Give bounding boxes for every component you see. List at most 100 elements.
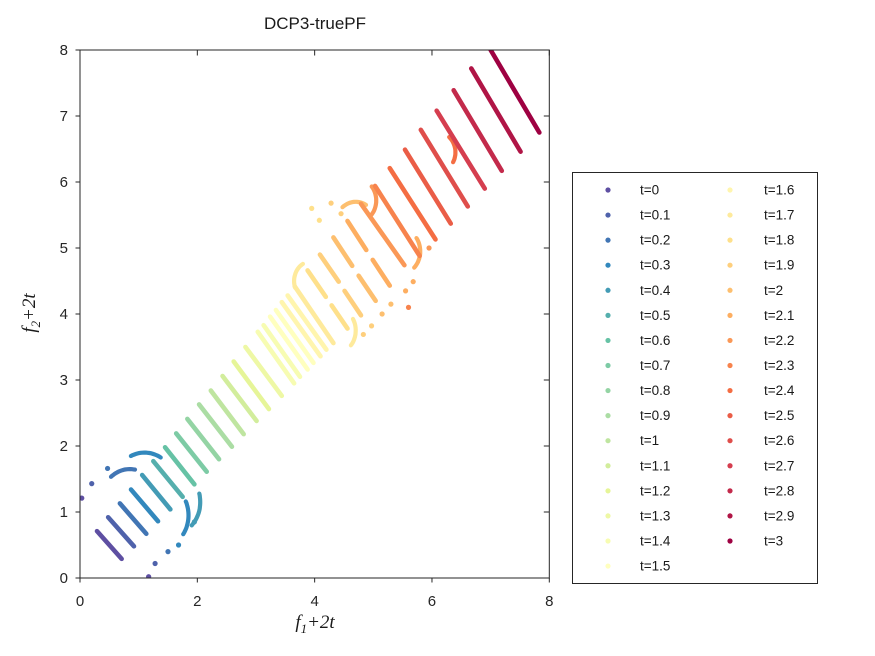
legend-marker-icon	[605, 312, 611, 318]
pf-point	[89, 481, 95, 487]
legend-marker-icon	[605, 563, 611, 569]
legend-label: t=1.7	[764, 208, 794, 223]
legend-marker-icon	[727, 237, 733, 243]
pf-segment	[243, 344, 285, 399]
legend-marker-icon	[727, 463, 733, 469]
pf-arc	[447, 135, 458, 165]
scatter-series	[173, 431, 210, 475]
scatter-series	[255, 322, 303, 386]
pf-segment	[285, 293, 329, 352]
legend-marker-icon	[605, 287, 611, 293]
pf-arc	[369, 184, 379, 217]
legend-entry: t=1.9	[727, 258, 794, 273]
scatter-series	[331, 199, 394, 317]
legend-entry: t=2.9	[727, 508, 794, 523]
legend-label: t=1.6	[764, 183, 794, 198]
legend-entry: t=2.1	[727, 308, 794, 323]
legend-marker-icon	[727, 212, 733, 218]
legend-entry: t=1.2	[605, 483, 670, 498]
pf-segment	[418, 127, 471, 209]
scatter-series	[80, 495, 152, 578]
legend-entry: t=2.5	[727, 408, 794, 423]
legend-marker-icon	[727, 312, 733, 318]
pf-segment	[317, 252, 342, 284]
legend-label: t=1.2	[640, 483, 670, 498]
data-layer	[80, 50, 542, 578]
pf-segment	[342, 288, 364, 318]
scatter-series	[387, 135, 458, 242]
pf-point	[368, 323, 375, 329]
x-tick-label: 6	[428, 593, 436, 610]
legend-entry: t=1.6	[727, 183, 794, 198]
scatter-series	[488, 50, 542, 135]
pf-segment	[451, 87, 505, 174]
pf-segment	[345, 218, 369, 253]
legend-entry: t=2.2	[727, 333, 794, 348]
legend-label: t=1.5	[640, 559, 670, 574]
legend-entry: t=1.8	[727, 233, 794, 248]
pf-segment	[185, 416, 222, 462]
pf-arc	[128, 450, 163, 460]
pf-segment	[356, 273, 378, 304]
legend-label: t=2.5	[764, 408, 794, 423]
x-tick-label: 2	[193, 593, 201, 610]
legend-label: t=2	[764, 283, 783, 298]
x-tick-label: 0	[76, 593, 84, 610]
pf-segment	[329, 303, 350, 331]
legend-marker-icon	[727, 438, 733, 444]
legend-label: t=0.9	[640, 408, 670, 423]
y-tick-label: 0	[60, 570, 68, 587]
legend-marker-icon	[605, 538, 611, 544]
scatter-series	[89, 481, 158, 567]
scatter-series	[434, 108, 488, 191]
pf-point	[152, 560, 158, 567]
legend-entry: t=0.3	[605, 258, 670, 273]
legend-label: t=0	[640, 183, 659, 198]
legend-label: t=1.8	[764, 233, 794, 248]
legend-entry: t=2.4	[727, 383, 795, 398]
pf-segment	[273, 307, 316, 366]
legend-entry: t=0.2	[605, 233, 670, 248]
pf-segment	[402, 147, 454, 226]
legend-entry: t=0.7	[605, 358, 670, 373]
legend-entry: t=3	[727, 533, 783, 548]
legend-label: t=0.3	[640, 258, 670, 273]
pf-point	[402, 288, 409, 294]
pf-segment	[128, 487, 161, 524]
legend-marker-icon	[727, 513, 733, 519]
pf-segment	[151, 458, 185, 500]
legend-entry: t=2	[727, 283, 783, 298]
legend-label: t=0.8	[640, 383, 670, 398]
scatter-series	[358, 184, 432, 268]
legend-label: t=0.4	[640, 283, 671, 298]
legend-label: t=0.2	[640, 233, 670, 248]
scatter-series	[128, 450, 191, 548]
pf-point	[165, 549, 171, 555]
pf-segment	[292, 283, 336, 346]
scatter-series	[418, 127, 471, 209]
legend-entry: t=0.1	[605, 208, 670, 223]
scatter-series	[208, 388, 246, 437]
legend-label: t=2.9	[764, 508, 794, 523]
scatter-series	[151, 458, 185, 500]
legend-entry: t=1.7	[727, 208, 794, 223]
pf-segment	[261, 322, 303, 380]
pf-segment	[105, 514, 137, 549]
scatter-series	[162, 445, 197, 487]
scatter-series	[292, 261, 358, 348]
pf-segment	[94, 528, 124, 562]
pf-segment	[139, 472, 173, 512]
y-tick-label: 4	[60, 306, 68, 323]
scatter-series	[220, 373, 259, 424]
legend-label: t=3	[764, 533, 783, 548]
legend-entry: t=0.5	[605, 308, 670, 323]
scatter-series	[468, 66, 523, 154]
pf-segment	[173, 431, 210, 475]
legend-marker-icon	[727, 362, 733, 369]
pf-point	[191, 519, 197, 525]
legend-entry: t=0	[605, 183, 659, 198]
scatter-series	[267, 307, 316, 372]
legend-label: t=1.1	[640, 458, 670, 473]
legend-entry: t=1.1	[605, 458, 670, 473]
legend-label: t=0.5	[640, 308, 670, 323]
